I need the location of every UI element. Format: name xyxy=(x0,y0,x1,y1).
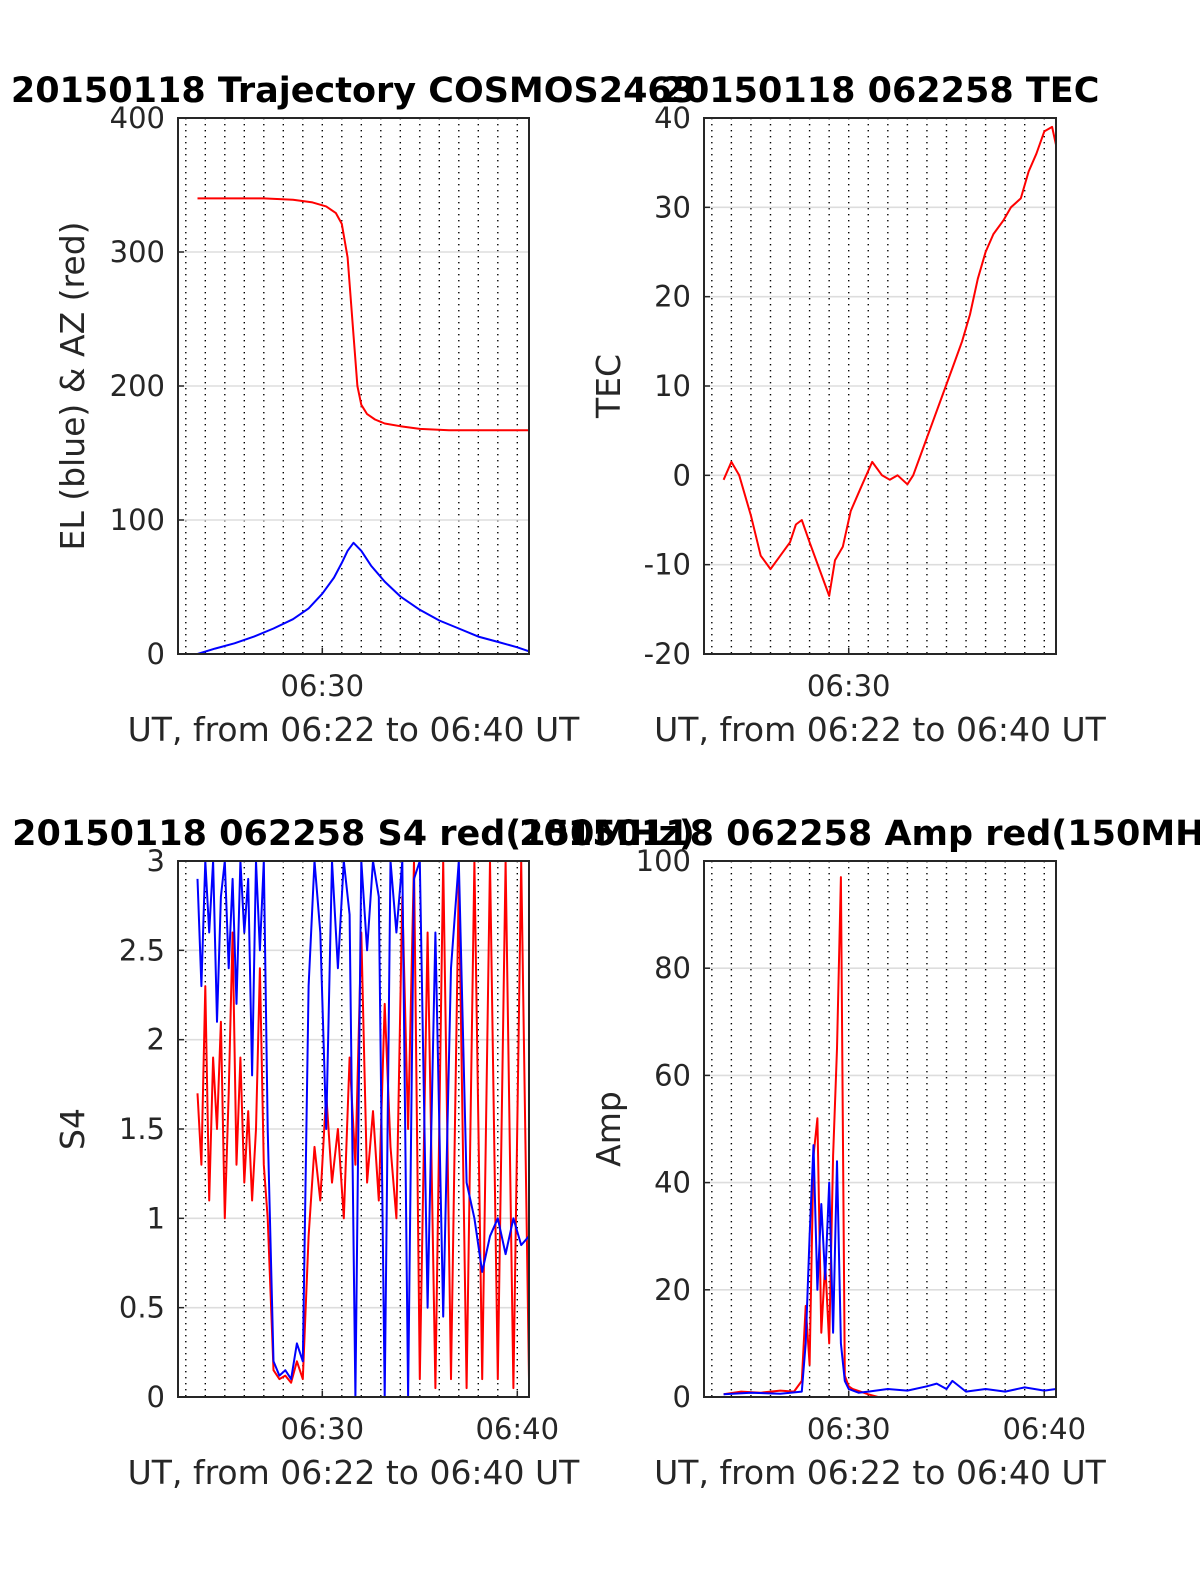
y-tick-label: 10 xyxy=(654,369,691,403)
y-tick-label: 40 xyxy=(654,101,691,135)
y-tick-label: -20 xyxy=(644,637,691,671)
subplot-4: 0 20 40 60 80 100 06:30 06:40 UT, from 06:22 to … xyxy=(519,814,1200,1492)
chart-title: 20150118 062258 Amp red(150MHz) xyxy=(519,814,1200,854)
chart-title: 20150118 062258 TEC xyxy=(661,71,1100,111)
y-tick-label: 20 xyxy=(654,280,691,314)
grid xyxy=(704,861,1056,1397)
series-1-line xyxy=(722,125,1057,597)
y-tick-label: 3 xyxy=(147,844,165,878)
y-tick-label: 30 xyxy=(654,190,691,224)
y-axis-label: TEC xyxy=(589,354,628,419)
grid xyxy=(704,118,1056,654)
series-1-line xyxy=(723,876,879,1398)
y-tick-label: 2.5 xyxy=(119,933,165,967)
y-tick-label: 0.5 xyxy=(119,1291,165,1325)
series-2-line xyxy=(723,1144,1057,1396)
y-tick-label: 1 xyxy=(147,1201,165,1235)
grid xyxy=(178,118,529,654)
chart-title: 20150118 Trajectory COSMOS2463 xyxy=(11,71,696,111)
y-tick-label: 40 xyxy=(654,1166,691,1200)
y-tick-label: 0 xyxy=(147,1380,165,1414)
y-tick-label: 1.5 xyxy=(119,1112,165,1146)
x-tick-label: 06:30 xyxy=(281,669,365,703)
x-tick-label: 06:30 xyxy=(281,1412,365,1446)
y-tick-label: 80 xyxy=(654,951,691,985)
series-1-line xyxy=(196,860,530,1390)
y-tick-label: 400 xyxy=(110,101,165,135)
y-tick-label: 300 xyxy=(110,235,165,269)
series-2-line xyxy=(197,541,530,655)
y-tick-label: 200 xyxy=(110,369,165,403)
y-tick-label: 0 xyxy=(147,637,165,671)
y-tick-label: -10 xyxy=(644,548,691,582)
plot-area xyxy=(704,861,1056,1397)
y-tick-label: 100 xyxy=(636,844,691,878)
x-axis-label: UT, from 06:22 to 06:40 UT xyxy=(128,1453,581,1492)
y-axis-label: S4 xyxy=(53,1108,92,1150)
x-tick-label: 06:40 xyxy=(1002,1412,1086,1446)
x-tick-label: 06:30 xyxy=(807,1412,891,1446)
x-axis-label: UT, from 06:22 to 06:40 UT xyxy=(654,710,1107,749)
axes-frame xyxy=(703,860,1057,1398)
y-tick-label: 0 xyxy=(673,458,691,492)
y-tick-label: 100 xyxy=(110,503,165,537)
subplot-2: -20 -10 0 10 20 30 40 06:30 UT, from 06:22 to 06… xyxy=(589,71,1107,749)
y-tick-label: 0 xyxy=(673,1380,691,1414)
subplot-3: 0 0.5 1 1.5 2 2.5 3 06:30 06:40 UT, from 06:22 to… xyxy=(12,814,695,1492)
y-tick-label: 20 xyxy=(654,1273,691,1307)
y-tick-label: 60 xyxy=(654,1058,691,1092)
x-axis-label: UT, from 06:22 to 06:40 UT xyxy=(128,710,581,749)
y-axis-label: Amp xyxy=(589,1091,628,1167)
chart-title: 20150118 062258 S4 red(150MHz) xyxy=(12,814,695,854)
y-axis-label: EL (blue) & AZ (red) xyxy=(53,221,92,550)
x-tick-label: 06:30 xyxy=(807,669,891,703)
y-tick-label: 2 xyxy=(147,1023,165,1057)
series-1-line xyxy=(197,197,529,432)
x-tick-label: 06:40 xyxy=(476,1412,560,1446)
x-axis-label: UT, from 06:22 to 06:40 UT xyxy=(654,1453,1107,1492)
